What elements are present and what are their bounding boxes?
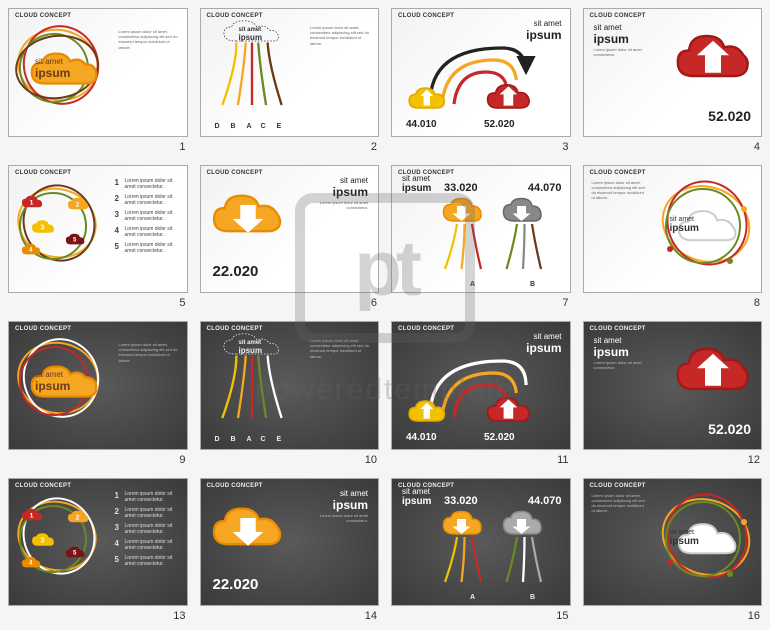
- svg-text:2: 2: [76, 201, 80, 208]
- sit-amet: sit amet: [594, 23, 629, 32]
- lorem-text: Lorem ipsum dolor sit amet consectetur.: [594, 47, 654, 57]
- slide-10[interactable]: CLOUD CONCEPT sit amet ipsum D B A C E L…: [200, 321, 380, 450]
- val-44010: 44.010: [406, 119, 437, 130]
- slide-12[interactable]: CLOUD CONCEPT sit amet ipsum Lorem ipsum…: [583, 321, 763, 450]
- cell-1: CLOUD CONCEPT sit amet ipsum Lorem ipsum…: [8, 8, 188, 153]
- cell-9: CLOUD CONCEPT sit amet ipsum Lorem ipsum…: [8, 321, 188, 466]
- cell-13: CLOUD CONCEPT 1 2 3 4 5 1Lorem ipsum dol…: [8, 478, 188, 623]
- svg-text:1: 1: [30, 199, 34, 206]
- cell-5: CLOUD CONCEPT 1 2 3 4 5 1Lorem ipsum dol…: [8, 165, 188, 310]
- ipsum: ipsum: [35, 66, 70, 80]
- slide-header: CLOUD CONCEPT: [15, 170, 71, 176]
- slide-6[interactable]: CLOUD CONCEPT sit amet ipsum Lorem ipsum…: [200, 165, 380, 294]
- slide-2[interactable]: CLOUD CONCEPT sit amet ipsum D B A C E L…: [200, 8, 380, 137]
- cat-e: E: [277, 123, 282, 130]
- cell-15: CLOUD CONCEPT sit amet ipsum 33.020 44.0…: [391, 478, 571, 623]
- cell-7: CLOUD CONCEPT sit amet ipsum 33.020 44.0…: [391, 165, 571, 310]
- svg-text:1: 1: [30, 512, 34, 519]
- svg-text:5: 5: [73, 236, 77, 243]
- slide-number: 8: [754, 297, 760, 309]
- slide-4[interactable]: CLOUD CONCEPT sit amet ipsum Lorem ipsum…: [583, 8, 763, 137]
- slide-number: 7: [562, 297, 568, 309]
- slide-11[interactable]: CLOUD CONCEPT sit amet ipsum 44.010 52.0…: [391, 321, 571, 450]
- cell-10: CLOUD CONCEPT sit amet ipsum D B A C E L…: [200, 321, 380, 466]
- cat-b: B: [530, 281, 535, 288]
- slide-13[interactable]: CLOUD CONCEPT 1 2 3 4 5 1Lorem ipsum dol…: [8, 478, 188, 607]
- slide-15[interactable]: CLOUD CONCEPT sit amet ipsum 33.020 44.0…: [391, 478, 571, 607]
- val-52020: 52.020: [708, 108, 751, 124]
- val-52020: 52.020: [484, 119, 515, 130]
- sit-amet: sit amet: [333, 176, 368, 185]
- cell-14: CLOUD CONCEPT sit amet ipsum Lorem ipsum…: [200, 478, 380, 623]
- slide-header: CLOUD CONCEPT: [207, 170, 263, 176]
- val-22020: 22.020: [213, 263, 259, 280]
- cell-3: CLOUD CONCEPT sit amet ipsum 44.010 52.0…: [391, 8, 571, 153]
- val-44070: 44.070: [528, 182, 562, 194]
- cat-d: D: [215, 123, 220, 130]
- cat-c: C: [261, 123, 266, 130]
- slide-16[interactable]: CLOUD CONCEPT Lorem ipsum dolor sit amet…: [583, 478, 763, 607]
- numbered-list: 1Lorem ipsum dolor sit amet consectetur.…: [115, 178, 181, 258]
- slide-9[interactable]: CLOUD CONCEPT sit amet ipsum Lorem ipsum…: [8, 321, 188, 450]
- svg-text:4: 4: [29, 246, 33, 253]
- cell-4: CLOUD CONCEPT sit amet ipsum Lorem ipsum…: [583, 8, 763, 153]
- svg-text:3: 3: [40, 535, 44, 544]
- ipsum: ipsum: [594, 32, 629, 46]
- slide-header: CLOUD CONCEPT: [15, 13, 71, 19]
- sit-amet: sit amet: [526, 19, 561, 28]
- slide-8[interactable]: CLOUD CONCEPT Lorem ipsum dolor sit amet…: [583, 165, 763, 294]
- cat-b: B: [231, 123, 236, 130]
- slide-5[interactable]: CLOUD CONCEPT 1 2 3 4 5 1Lorem ipsum dol…: [8, 165, 188, 294]
- lorem-text: Lorem ipsum dolor sit amet, consectetur …: [119, 29, 181, 50]
- slide-header: CLOUD CONCEPT: [398, 13, 454, 19]
- cell-16: CLOUD CONCEPT Lorem ipsum dolor sit amet…: [583, 478, 763, 623]
- cell-11: CLOUD CONCEPT sit amet ipsum 44.010 52.0…: [391, 321, 571, 466]
- slide-number: 2: [371, 141, 377, 153]
- lorem-text: Lorem ipsum dolor sit amet, consectetur …: [310, 25, 372, 46]
- cell-8: CLOUD CONCEPT Lorem ipsum dolor sit amet…: [583, 165, 763, 310]
- slide-number: 5: [179, 297, 185, 309]
- svg-text:5: 5: [73, 549, 77, 556]
- cat-a: A: [247, 123, 252, 130]
- sit-amet: sit amet: [35, 57, 70, 66]
- ipsum: ipsum: [239, 33, 263, 42]
- slide-header: CLOUD CONCEPT: [590, 13, 646, 19]
- slide-1[interactable]: CLOUD CONCEPT sit amet ipsum Lorem ipsum…: [8, 8, 188, 137]
- slide-7[interactable]: CLOUD CONCEPT sit amet ipsum 33.020 44.0…: [391, 165, 571, 294]
- lorem-text: Lorem ipsum dolor sit amet, consectetur …: [592, 180, 646, 201]
- slide-number: 1: [179, 141, 185, 153]
- slide-number: 4: [754, 141, 760, 153]
- cell-6: CLOUD CONCEPT sit amet ipsum Lorem ipsum…: [200, 165, 380, 310]
- slide-grid: CLOUD CONCEPT sit amet ipsum Lorem ipsum…: [0, 0, 770, 630]
- slide-number: 6: [371, 297, 377, 309]
- cell-12: CLOUD CONCEPT sit amet ipsum Lorem ipsum…: [583, 321, 763, 466]
- val-33020: 33.020: [444, 182, 478, 194]
- svg-text:3: 3: [40, 222, 44, 231]
- slide-3[interactable]: CLOUD CONCEPT sit amet ipsum 44.010 52.0…: [391, 8, 571, 137]
- cell-2: CLOUD CONCEPT sit amet ipsum D B A C E L…: [200, 8, 380, 153]
- cat-a: A: [470, 281, 475, 288]
- svg-text:4: 4: [29, 559, 33, 566]
- slide-header: CLOUD CONCEPT: [590, 170, 646, 176]
- lorem-text: Lorem ipsum dolor sit amet consectetur.: [304, 200, 368, 210]
- slide-number: 3: [562, 141, 568, 153]
- ipsum: ipsum: [333, 185, 368, 199]
- svg-text:2: 2: [76, 514, 80, 521]
- slide-14[interactable]: CLOUD CONCEPT sit amet ipsum Lorem ipsum…: [200, 478, 380, 607]
